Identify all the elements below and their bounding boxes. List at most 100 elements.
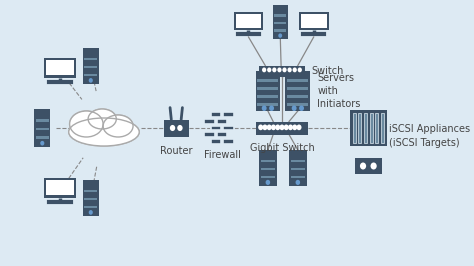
FancyBboxPatch shape	[285, 71, 310, 111]
FancyBboxPatch shape	[259, 150, 277, 186]
Circle shape	[360, 163, 366, 169]
FancyBboxPatch shape	[84, 198, 97, 200]
FancyBboxPatch shape	[234, 11, 264, 30]
FancyBboxPatch shape	[291, 168, 305, 170]
FancyBboxPatch shape	[84, 66, 97, 68]
FancyBboxPatch shape	[257, 87, 279, 90]
Circle shape	[296, 180, 300, 185]
FancyBboxPatch shape	[84, 58, 97, 60]
Ellipse shape	[88, 109, 116, 129]
FancyBboxPatch shape	[217, 132, 228, 137]
Circle shape	[269, 105, 274, 111]
FancyBboxPatch shape	[36, 136, 49, 139]
FancyBboxPatch shape	[257, 103, 279, 106]
Circle shape	[262, 105, 267, 111]
Circle shape	[284, 124, 289, 130]
Circle shape	[177, 125, 182, 131]
FancyBboxPatch shape	[210, 139, 221, 144]
Circle shape	[287, 68, 292, 72]
FancyBboxPatch shape	[287, 87, 309, 90]
Circle shape	[292, 124, 297, 130]
Circle shape	[292, 105, 297, 111]
FancyBboxPatch shape	[291, 160, 305, 162]
Circle shape	[40, 141, 45, 146]
FancyBboxPatch shape	[274, 22, 286, 24]
FancyBboxPatch shape	[84, 190, 97, 192]
FancyBboxPatch shape	[84, 74, 97, 76]
Circle shape	[271, 124, 276, 130]
Circle shape	[89, 78, 93, 83]
FancyBboxPatch shape	[381, 113, 384, 143]
FancyBboxPatch shape	[274, 14, 286, 16]
Circle shape	[371, 163, 377, 169]
FancyBboxPatch shape	[223, 126, 234, 130]
Circle shape	[170, 125, 175, 131]
FancyBboxPatch shape	[301, 14, 327, 28]
FancyBboxPatch shape	[257, 95, 279, 98]
Circle shape	[265, 180, 270, 185]
FancyBboxPatch shape	[210, 112, 221, 117]
Ellipse shape	[69, 118, 139, 146]
Circle shape	[280, 124, 284, 130]
Text: Router: Router	[160, 146, 192, 156]
Circle shape	[267, 124, 272, 130]
FancyBboxPatch shape	[84, 206, 97, 208]
FancyBboxPatch shape	[274, 29, 286, 31]
Ellipse shape	[103, 115, 133, 137]
FancyBboxPatch shape	[46, 60, 73, 75]
Circle shape	[278, 34, 282, 38]
FancyBboxPatch shape	[350, 110, 387, 146]
Text: Servers
with
Initiators: Servers with Initiators	[317, 73, 361, 109]
FancyBboxPatch shape	[35, 109, 50, 147]
FancyBboxPatch shape	[44, 57, 76, 78]
FancyBboxPatch shape	[291, 176, 305, 178]
FancyBboxPatch shape	[36, 119, 49, 122]
FancyBboxPatch shape	[217, 119, 228, 124]
FancyBboxPatch shape	[83, 180, 99, 216]
FancyBboxPatch shape	[256, 122, 308, 135]
Text: Switch: Switch	[311, 66, 344, 76]
Circle shape	[298, 68, 302, 72]
FancyBboxPatch shape	[370, 113, 373, 143]
FancyBboxPatch shape	[273, 5, 288, 39]
Circle shape	[267, 68, 272, 72]
Circle shape	[288, 124, 293, 130]
Ellipse shape	[70, 111, 103, 137]
Circle shape	[297, 124, 301, 130]
Ellipse shape	[88, 109, 116, 129]
FancyBboxPatch shape	[375, 113, 378, 143]
Ellipse shape	[70, 111, 103, 137]
FancyBboxPatch shape	[46, 180, 73, 195]
FancyBboxPatch shape	[358, 113, 361, 143]
Text: Firewall: Firewall	[204, 150, 240, 160]
FancyBboxPatch shape	[287, 78, 309, 82]
Circle shape	[272, 68, 276, 72]
FancyBboxPatch shape	[255, 71, 280, 111]
Circle shape	[263, 124, 267, 130]
FancyBboxPatch shape	[257, 78, 279, 82]
FancyBboxPatch shape	[223, 139, 234, 144]
FancyBboxPatch shape	[355, 158, 382, 174]
FancyBboxPatch shape	[261, 160, 275, 162]
FancyBboxPatch shape	[36, 128, 49, 130]
Circle shape	[89, 210, 93, 215]
FancyBboxPatch shape	[287, 103, 309, 106]
FancyBboxPatch shape	[204, 119, 215, 124]
Circle shape	[277, 68, 282, 72]
Circle shape	[292, 68, 297, 72]
FancyBboxPatch shape	[289, 150, 307, 186]
FancyBboxPatch shape	[210, 126, 221, 130]
FancyBboxPatch shape	[83, 48, 99, 84]
FancyBboxPatch shape	[353, 113, 356, 143]
FancyBboxPatch shape	[236, 14, 261, 28]
FancyBboxPatch shape	[259, 65, 305, 77]
Circle shape	[275, 124, 280, 130]
FancyBboxPatch shape	[299, 11, 328, 30]
Text: Gigbit Switch: Gigbit Switch	[250, 143, 314, 153]
Circle shape	[283, 68, 287, 72]
FancyBboxPatch shape	[287, 95, 309, 98]
FancyBboxPatch shape	[261, 168, 275, 170]
Circle shape	[299, 105, 304, 111]
Circle shape	[258, 124, 263, 130]
Circle shape	[262, 68, 266, 72]
